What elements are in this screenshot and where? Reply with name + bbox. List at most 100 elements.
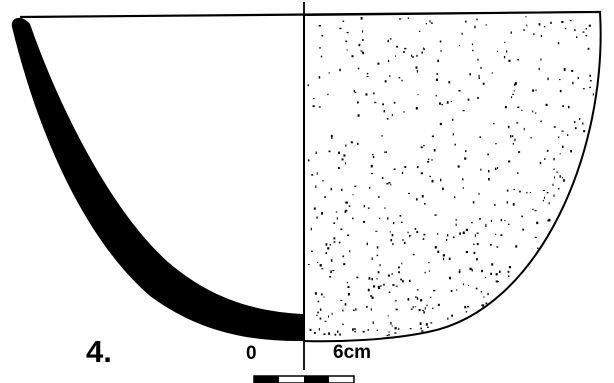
stipple-dot <box>542 199 544 202</box>
stipple-dot <box>543 196 545 199</box>
stipple-dot <box>332 270 335 272</box>
stipple-dot <box>347 286 350 288</box>
stipple-dot <box>396 45 398 48</box>
stipple-dot <box>415 66 418 69</box>
stipple-dot <box>495 273 498 276</box>
stipple-dot <box>339 333 341 336</box>
stipple-dot <box>429 20 431 23</box>
stipple-dot <box>592 93 594 96</box>
stipple-dot <box>342 20 345 22</box>
stipple-dot <box>476 258 478 261</box>
stipple-dot <box>448 81 451 84</box>
stipple-dot <box>416 69 419 73</box>
stipple-dot <box>333 222 336 224</box>
stipple-dot <box>315 151 317 154</box>
stipple-dot <box>469 73 471 76</box>
stipple-dot <box>553 168 555 170</box>
stipple-dot <box>512 203 515 206</box>
stipple-dot <box>429 175 431 178</box>
stipple-dot <box>328 332 331 335</box>
stipple-dot <box>479 218 481 220</box>
stipple-dot <box>424 271 426 274</box>
stipple-dot <box>367 288 370 292</box>
stipple-dot <box>472 49 474 52</box>
stipple-dot <box>330 270 332 274</box>
stipple-dot <box>459 269 461 271</box>
stipple-dot <box>318 25 321 27</box>
scale-end-label: 6cm <box>333 342 372 363</box>
stipple-dot <box>343 154 346 157</box>
stipple-dot <box>561 145 564 148</box>
stipple-dot <box>426 304 428 307</box>
stipple-dot <box>465 150 467 153</box>
stipple-dot <box>461 32 463 35</box>
stipple-dot <box>372 321 374 324</box>
stipple-dot <box>345 201 348 204</box>
stipple-dot <box>400 278 403 281</box>
stipple-dot <box>390 322 392 325</box>
stipple-dot <box>341 158 344 161</box>
stipple-dot <box>328 72 330 74</box>
stipple-dot <box>507 270 510 273</box>
exterior-stipple-texture <box>307 16 594 337</box>
stipple-dot <box>322 180 324 182</box>
stipple-dot <box>569 20 572 22</box>
stipple-dot <box>378 288 381 290</box>
stipple-dot <box>480 168 482 171</box>
stipple-dot <box>532 110 534 113</box>
stipple-dot <box>465 228 468 232</box>
stipple-dot <box>321 212 323 215</box>
stipple-dot <box>474 234 476 237</box>
stipple-dot <box>459 232 461 235</box>
stipple-dot <box>388 182 391 184</box>
stipple-dot <box>390 238 393 242</box>
stipple-dot <box>504 41 506 43</box>
stipple-dot <box>582 88 585 90</box>
stipple-dot <box>333 237 336 240</box>
stipple-dot <box>420 327 422 330</box>
stipple-dot <box>340 299 343 301</box>
stipple-dot <box>435 95 437 97</box>
stipple-dot <box>423 145 425 147</box>
stipple-dot <box>324 196 326 198</box>
stipple-dot <box>471 268 473 272</box>
stipple-dot <box>358 43 361 47</box>
stipple-dot <box>559 89 562 93</box>
stipple-dot <box>504 105 507 109</box>
stipple-dot <box>471 221 473 224</box>
stipple-dot <box>513 188 515 191</box>
stipple-dot <box>402 280 404 283</box>
stipple-dot <box>523 29 526 31</box>
stipple-dot <box>411 54 413 57</box>
stipple-dot <box>465 251 468 254</box>
stipple-dot <box>456 289 458 291</box>
stipple-dot <box>388 331 390 333</box>
stipple-dot <box>312 105 315 108</box>
stipple-dot <box>529 192 531 194</box>
stipple-dot <box>398 77 401 79</box>
stipple-dot <box>346 49 348 51</box>
stipple-dot <box>441 103 443 106</box>
stipple-dot <box>366 75 369 77</box>
stipple-dot <box>469 267 472 271</box>
stipple-dot <box>407 298 410 301</box>
stipple-dot <box>369 186 371 189</box>
stipple-dot <box>495 233 497 235</box>
stipple-dot <box>535 112 537 114</box>
stipple-dot <box>562 105 564 108</box>
stipple-dot <box>434 246 437 249</box>
stipple-dot <box>485 302 488 305</box>
stipple-dot <box>365 93 368 96</box>
stipple-dot <box>532 208 534 210</box>
stipple-dot <box>354 91 357 93</box>
stipple-dot <box>383 283 385 286</box>
stipple-dot <box>454 143 456 146</box>
stipple-dot <box>374 101 377 104</box>
stipple-dot <box>540 35 543 37</box>
stipple-dot <box>427 326 429 328</box>
stipple-dot <box>504 220 506 222</box>
stipple-dot <box>447 234 449 237</box>
stipple-dot <box>401 221 403 223</box>
stipple-dot <box>440 50 442 52</box>
